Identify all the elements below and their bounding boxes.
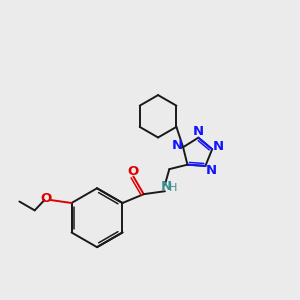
- Text: H: H: [169, 183, 177, 193]
- Text: O: O: [127, 165, 138, 178]
- Text: N: N: [212, 140, 224, 153]
- Text: N: N: [193, 125, 204, 138]
- Text: N: N: [206, 164, 217, 177]
- Text: N: N: [160, 180, 172, 193]
- Text: N: N: [172, 139, 183, 152]
- Text: O: O: [40, 192, 51, 205]
